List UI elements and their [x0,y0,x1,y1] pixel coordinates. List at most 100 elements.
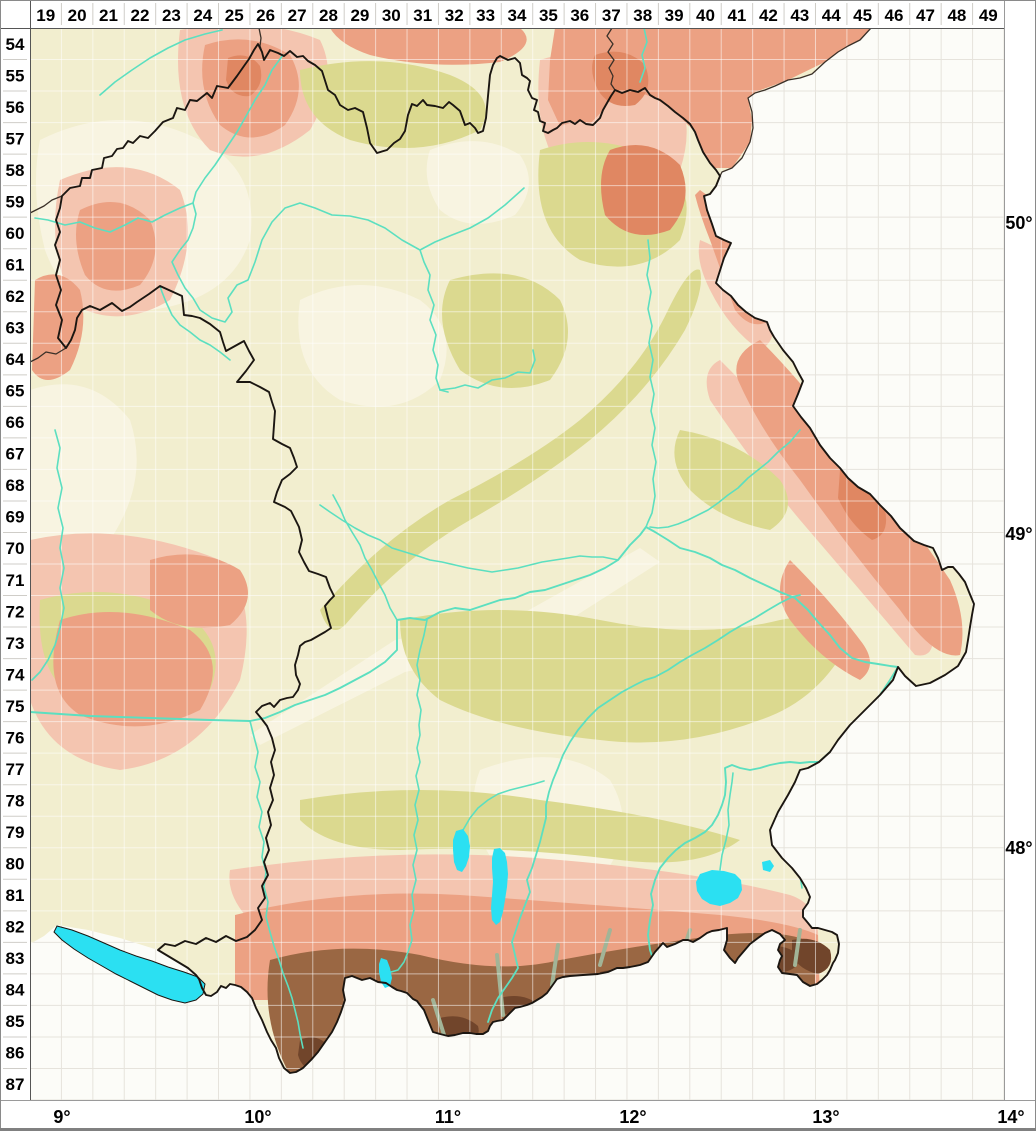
row-header-label: 68 [6,476,25,495]
column-header-label: 28 [319,6,338,25]
row-header-label: 62 [6,287,25,306]
column-header-label: 24 [193,6,212,25]
column-header-band [0,0,1036,28]
column-header-label: 38 [633,6,652,25]
river [645,239,657,528]
column-header-label: 46 [885,6,904,25]
column-header-label: 22 [131,6,150,25]
national-border [719,28,872,177]
river [99,29,223,96]
river-main [34,187,525,323]
longitude-label: 10° [244,1107,271,1127]
lake [696,870,742,906]
row-header-label: 83 [6,949,25,968]
row-header-label: 75 [6,697,25,716]
river [319,504,619,573]
column-header-label: 34 [508,6,527,25]
row-header-label: 60 [6,224,25,243]
bavaria-state-border [54,43,975,1074]
lake [491,848,508,925]
column-labels: 19 20 21 22 23 24 25 26 27 28 29 30 31 32 33 34 35 36 37 38… [36,6,998,25]
header-separators [3,3,974,1069]
column-header-label: 27 [288,6,307,25]
column-header-label: 42 [759,6,778,25]
row-header-label: 85 [6,1012,25,1031]
column-header-label: 33 [476,6,495,25]
rivers [30,28,899,1049]
row-header-label: 78 [6,792,25,811]
river [31,429,65,681]
column-header-label: 49 [979,6,998,25]
row-header-label: 72 [6,602,25,621]
row-header-label: 63 [6,319,25,338]
longitude-label: 12° [619,1107,646,1127]
river [332,494,398,621]
row-header-label: 82 [6,918,25,937]
row-header-label: 64 [6,350,25,369]
longitude-label: 14° [997,1107,1024,1127]
row-header-label: 59 [6,192,25,211]
column-header-label: 45 [853,6,872,25]
longitude-footer-band [0,1100,1036,1131]
column-header-label: 36 [570,6,589,25]
column-header-label: 44 [822,6,841,25]
column-header-label: 47 [916,6,935,25]
row-header-label: 70 [6,539,25,558]
row-header-label: 77 [6,760,25,779]
column-header-label: 26 [256,6,275,25]
row-header-label: 71 [6,571,25,590]
lake [379,958,392,988]
row-header-label: 69 [6,508,25,527]
longitude-label: 9° [53,1107,70,1127]
column-header-label: 40 [696,6,715,25]
lake [762,860,774,872]
row-header-label: 55 [6,66,25,85]
column-header-label: 29 [350,6,369,25]
lake [453,829,470,872]
row-header-label: 66 [6,413,25,432]
column-header-label: 43 [790,6,809,25]
row-header-label: 81 [6,886,25,905]
river-lech [390,619,428,973]
row-header-label: 80 [6,855,25,874]
row-header-label: 74 [6,665,25,684]
column-header-label: 21 [99,6,118,25]
latitude-label: 48° [1005,838,1032,858]
row-header-label: 56 [6,98,25,117]
row-labels: 54 55 56 57 58 59 60 61 62 63 64 65 66 67 68 69 70 71 72 73… [6,35,25,1094]
longitude-labels: 9° 10° 11° 12° 13° 14° [53,1107,1024,1127]
river-isar [487,594,801,1023]
row-header-label: 65 [6,382,25,401]
row-header-label: 67 [6,445,25,464]
column-header-label: 23 [162,6,181,25]
longitude-label: 11° [435,1107,461,1127]
column-header-label: 35 [539,6,558,25]
latitude-label: 49° [1005,524,1032,544]
river [159,285,231,361]
column-header-label: 31 [413,6,432,25]
lake-constance [53,925,206,1004]
row-header-label: 79 [6,823,25,842]
row-header-label: 61 [6,256,25,275]
latitude-label: 50° [1005,213,1032,233]
row-header-label: 76 [6,728,25,747]
river [249,720,304,1049]
column-header-label: 41 [727,6,746,25]
column-header-label: 20 [68,6,87,25]
column-header-label: 32 [445,6,464,25]
row-header-label: 73 [6,634,25,653]
latitude-margin [1004,28,1036,1100]
column-header-label: 19 [36,6,55,25]
row-header-label: 58 [6,161,25,180]
river [649,429,801,529]
column-header-label: 37 [602,6,621,25]
river [462,780,545,831]
row-header-label: 54 [6,35,25,54]
river [639,28,648,83]
row-header-label: 57 [6,129,25,148]
column-header-label: 30 [382,6,401,25]
longitude-label: 13° [812,1107,839,1127]
river [719,772,734,871]
